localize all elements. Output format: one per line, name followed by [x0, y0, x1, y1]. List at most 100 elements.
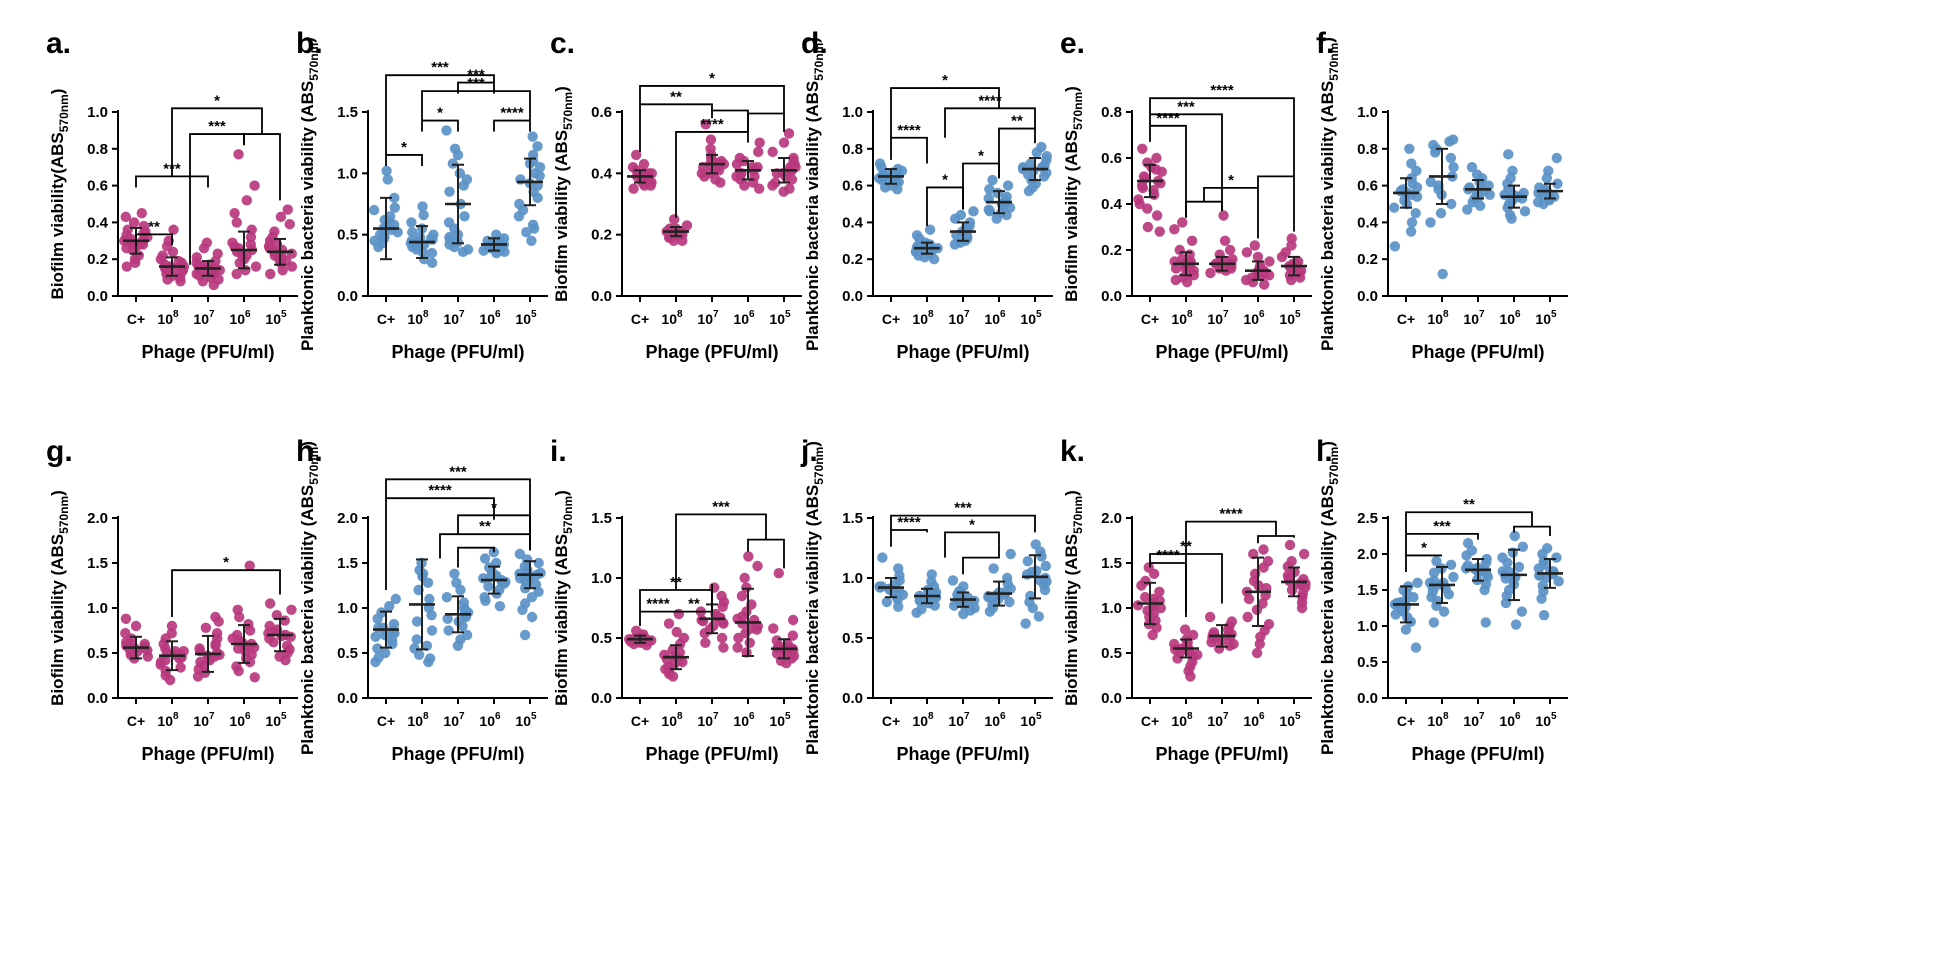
data-point: [121, 261, 133, 272]
y-tick-label: 0.5: [842, 630, 863, 647]
data-point: [667, 671, 679, 682]
category-exponent: 5: [281, 309, 287, 320]
data-point: [628, 183, 639, 194]
category-base: 10: [265, 311, 281, 327]
data-point: [279, 615, 290, 626]
data-point: [1536, 593, 1547, 604]
significance-label: ***: [954, 500, 972, 517]
category-exponent: 5: [1551, 309, 1557, 320]
x-axis-label: Phage (PFU/ml): [645, 744, 778, 764]
panel-label: h.: [296, 435, 323, 468]
significance-bracket: [421, 119, 459, 132]
data-point: [234, 611, 245, 623]
category-exponent: 7: [459, 711, 465, 722]
y-axis-label: Planktonic bacteria viability (ABS570nm): [1318, 37, 1341, 351]
data-point: [1186, 235, 1198, 246]
data-point: [1137, 182, 1149, 194]
y-label-main: Biofilm viability (ABS: [552, 534, 571, 706]
data-point: [1017, 162, 1029, 173]
category-base: 10: [769, 713, 785, 729]
data-point: [743, 551, 754, 562]
data-point: [426, 610, 437, 621]
y-label-main: Planktonic bacteria viability (ABS: [298, 485, 317, 755]
y-axis-label: Biofilm viability (ABS570nm): [552, 86, 575, 302]
category-exponent: 8: [928, 309, 934, 320]
data-point: [1172, 653, 1183, 664]
y-label-main: Planktonic bacteria viability (ABS: [1318, 485, 1337, 755]
significance-bracket: [171, 107, 263, 177]
data-point: [928, 254, 940, 265]
y-label-main: Planktonic bacteria viability (ABS: [298, 81, 317, 351]
data-point: [1389, 241, 1401, 252]
data-point: [1033, 611, 1045, 622]
data-point: [1154, 586, 1165, 597]
data-point: [1258, 544, 1269, 555]
data-point: [1519, 206, 1531, 217]
data-point: [1430, 581, 1441, 592]
data-point: [452, 149, 464, 161]
data-point: [1139, 592, 1151, 603]
data-point: [532, 141, 543, 152]
data-point: [700, 637, 711, 648]
data-point: [1435, 208, 1447, 219]
category-base: 10: [948, 713, 964, 729]
significance-label: ***: [712, 498, 730, 515]
data-point: [1405, 226, 1417, 237]
category-base: C+: [127, 713, 145, 729]
category-base: 10: [265, 713, 281, 729]
data-point: [513, 211, 525, 222]
y-label-subscript: 570nm: [561, 92, 575, 130]
x-tick-label: 105: [769, 711, 791, 729]
category-base: 10: [984, 713, 1000, 729]
category-base: 10: [1535, 311, 1551, 327]
category-base: 10: [1463, 713, 1479, 729]
data-point: [381, 165, 392, 177]
data-point: [173, 255, 184, 267]
data-point: [372, 643, 383, 654]
x-tick-label: 106: [1499, 309, 1521, 327]
y-tick-label: 0.5: [337, 645, 358, 662]
data-point: [1538, 198, 1549, 210]
data-point: [718, 642, 729, 653]
data-point: [1390, 609, 1401, 620]
significance-label: ****: [1219, 506, 1243, 523]
data-point: [426, 257, 438, 269]
panel-label: c.: [550, 27, 575, 60]
y-tick-label: 0.4: [87, 214, 109, 231]
data-point: [1510, 619, 1522, 630]
data-point: [1182, 260, 1193, 272]
data-point: [1448, 571, 1459, 583]
data-point: [282, 204, 293, 215]
data-point: [778, 186, 789, 197]
panel-label: k.: [1060, 435, 1085, 468]
y-tick-label: 0.0: [1101, 690, 1122, 707]
y-tick-label: 0.5: [591, 630, 612, 647]
data-point: [1445, 152, 1457, 164]
data-point: [1188, 270, 1199, 281]
data-point: [417, 201, 428, 212]
y-tick-label: 1.0: [1357, 618, 1378, 635]
data-point: [1284, 539, 1296, 551]
data-point: [1142, 203, 1153, 214]
data-point: [1286, 274, 1297, 286]
y-tick-label: 1.0: [591, 570, 612, 587]
data-point: [532, 192, 543, 204]
category-exponent: 6: [1000, 711, 1006, 722]
category-base: 10: [229, 311, 245, 327]
x-tick-label: 105: [1020, 711, 1042, 729]
data-point: [671, 626, 682, 638]
x-axis-label: Phage (PFU/ml): [1155, 744, 1288, 764]
data-point: [731, 158, 743, 170]
data-point: [1264, 256, 1275, 267]
data-point: [1479, 584, 1490, 596]
data-point: [1142, 221, 1154, 233]
data-point: [1438, 606, 1450, 617]
y-label-end: ): [298, 37, 317, 43]
y-tick-label: 0.4: [591, 165, 613, 182]
data-point: [1480, 566, 1492, 577]
category-exponent: 5: [281, 711, 287, 722]
category-exponent: 8: [677, 309, 683, 320]
x-tick-label: C+: [127, 311, 145, 327]
